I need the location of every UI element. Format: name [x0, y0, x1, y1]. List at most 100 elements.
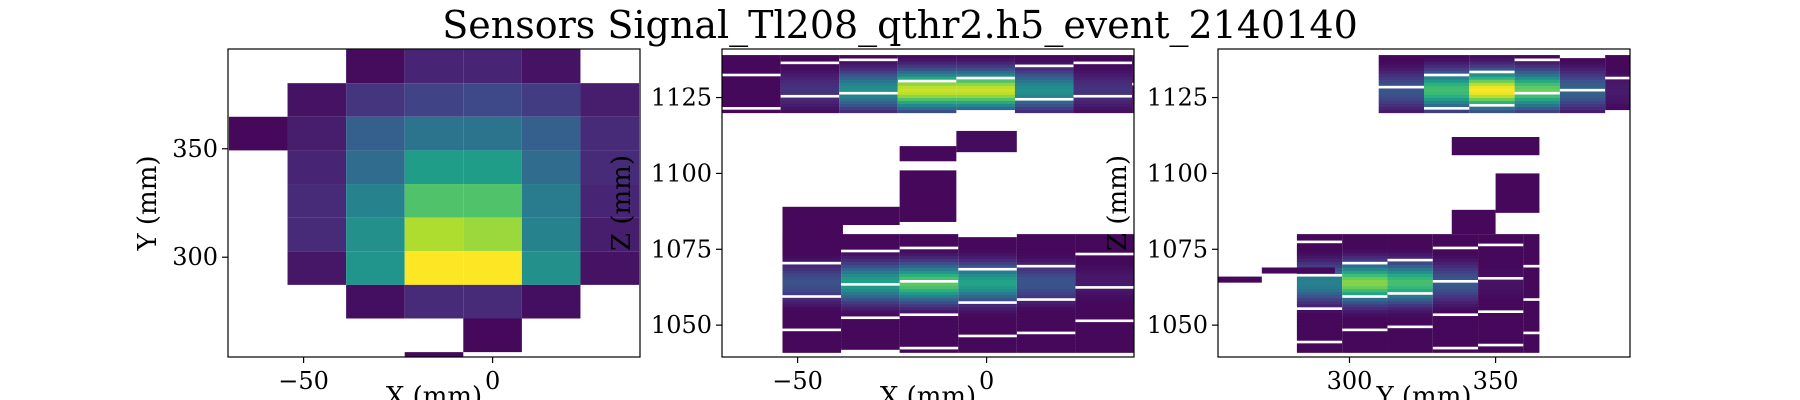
- heatmap-cell: [1378, 61, 1424, 65]
- heatmap-cell: [1075, 273, 1134, 277]
- heatmap-cell: [404, 352, 464, 357]
- heatmap-cell: [404, 184, 464, 218]
- heatmap-cell: [346, 83, 405, 117]
- heatmap-cell: [1478, 255, 1524, 259]
- heatmap-cell: [782, 300, 842, 305]
- heatmap-cell: [1016, 319, 1076, 323]
- heatmap-cell: [839, 64, 898, 68]
- heatmap-cell: [404, 83, 464, 117]
- heatmap-cell: [1075, 322, 1134, 326]
- heatmap-cell: [1432, 328, 1479, 332]
- heatmap-cell: [1605, 67, 1630, 71]
- heatmap-cell: [1432, 240, 1479, 244]
- heatmap-cell: [1075, 313, 1134, 317]
- heatmap-cell: [722, 103, 781, 108]
- heatmap-cell: [1387, 346, 1433, 350]
- heatmap-cell: [1478, 306, 1524, 311]
- heatmap-cell: [1451, 137, 1540, 156]
- heatmap-cell: [1478, 316, 1524, 320]
- heatmap-cell: [722, 64, 781, 68]
- heatmap-cell: [1342, 252, 1388, 256]
- heatmap-cell: [958, 337, 1017, 341]
- heatmap-cell: [404, 284, 464, 319]
- heatmap-cell: [404, 49, 464, 84]
- heatmap-cell: [841, 252, 900, 256]
- heatmap-cell: [1073, 64, 1133, 68]
- heatmap-cell: [1605, 88, 1630, 92]
- heatmap-cell: [839, 70, 898, 74]
- heatmap-cell: [1075, 325, 1134, 329]
- heatmap-cell: [1075, 346, 1134, 350]
- heatmap-cell: [782, 309, 842, 314]
- heatmap-cell: [1132, 67, 1134, 71]
- heatmap-cell: [1014, 109, 1074, 114]
- heatmap-cell: [1342, 343, 1388, 347]
- heatmap-cell: [1342, 267, 1388, 271]
- heatmap-cell: [1014, 94, 1074, 98]
- heatmap-cell: [1523, 261, 1540, 265]
- heatmap-cell: [1342, 243, 1388, 247]
- y-tick-label: 1075: [1147, 235, 1208, 263]
- heatmap-cell: [782, 288, 842, 293]
- y-axis-label: Z (mm): [607, 155, 637, 251]
- heatmap-cell: [1387, 297, 1433, 302]
- heatmap-cell: [1296, 313, 1343, 317]
- heatmap-cell: [1523, 309, 1540, 314]
- heatmap-cell: [1075, 331, 1134, 335]
- heatmap-cell: [1342, 264, 1388, 268]
- heatmap-cell: [839, 109, 898, 114]
- heatmap-cell: [897, 64, 957, 68]
- heatmap-cell: [1075, 288, 1134, 293]
- heatmap-cell: [1296, 258, 1343, 262]
- heatmap-cell: [782, 273, 842, 277]
- heatmap-cell: [841, 306, 900, 311]
- heatmap-cell: [1075, 243, 1134, 247]
- heatmap-cell: [780, 64, 840, 68]
- heatmap-cell: [1378, 91, 1424, 95]
- panel-xy: −50 0 300 350 X (mm) Y (mm): [133, 48, 641, 400]
- heatmap-cell: [1378, 76, 1424, 80]
- heatmap-cell: [780, 67, 840, 71]
- heatmap-cell: [404, 150, 464, 185]
- heatmap-cell: [958, 316, 1017, 320]
- heatmap-cell: [1514, 109, 1560, 114]
- heatmap-cell: [1342, 349, 1388, 353]
- heatmap-cell: [1378, 103, 1424, 108]
- heatmap-cell: [1478, 340, 1524, 344]
- heatmap-cell: [1296, 261, 1343, 265]
- heatmap-cell: [1523, 252, 1540, 256]
- heatmap-cell: [346, 284, 405, 319]
- heatmap-cell: [841, 279, 900, 284]
- heatmap-cell: [841, 261, 900, 265]
- heatmap-cell: [722, 94, 781, 98]
- heatmap-cell: [1523, 246, 1540, 250]
- heatmap-cell: [958, 237, 1017, 241]
- heatmap-cell: [782, 319, 842, 323]
- heatmap-cell: [1014, 76, 1074, 80]
- x-tick-label: −50: [278, 367, 329, 395]
- heatmap-cell: [1387, 279, 1433, 284]
- heatmap-cell: [897, 85, 957, 89]
- heatmap-cell: [1469, 82, 1515, 86]
- heatmap-cell: [841, 240, 900, 244]
- heatmap-cell: [839, 106, 898, 111]
- heatmap-cell: [1478, 288, 1524, 293]
- heatmap-cell: [1132, 109, 1134, 114]
- heatmap-cell: [1424, 76, 1470, 80]
- heatmap-cell: [899, 276, 959, 281]
- heatmap-cell: [1559, 85, 1606, 89]
- heatmap-cell: [722, 70, 781, 74]
- y-tick-label: 350: [172, 135, 218, 163]
- heatmap-cell: [1016, 243, 1076, 247]
- heatmap-cell: [1469, 109, 1515, 114]
- heatmap-cell: [1559, 70, 1606, 74]
- heatmap-cell: [1469, 100, 1515, 105]
- y-tick-label: 1075: [651, 235, 712, 263]
- heatmap-cell: [958, 322, 1017, 326]
- heatmap-cell: [1478, 313, 1524, 317]
- heatmap-cell: [1016, 258, 1076, 262]
- heatmap-cell: [956, 64, 1015, 68]
- heatmap-cell: [1016, 313, 1076, 317]
- heatmap-cell: [958, 258, 1017, 262]
- heatmap-cell: [722, 82, 781, 86]
